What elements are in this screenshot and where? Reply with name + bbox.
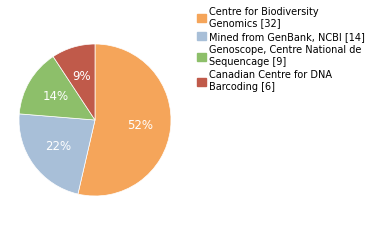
Text: 52%: 52% — [127, 119, 153, 132]
Text: 22%: 22% — [45, 140, 71, 153]
Wedge shape — [78, 44, 171, 196]
Wedge shape — [19, 57, 95, 120]
Wedge shape — [19, 114, 95, 194]
Wedge shape — [53, 44, 95, 120]
Text: 9%: 9% — [73, 70, 91, 83]
Legend: Centre for Biodiversity
Genomics [32], Mined from GenBank, NCBI [14], Genoscope,: Centre for Biodiversity Genomics [32], M… — [195, 5, 367, 94]
Text: 14%: 14% — [43, 90, 69, 103]
